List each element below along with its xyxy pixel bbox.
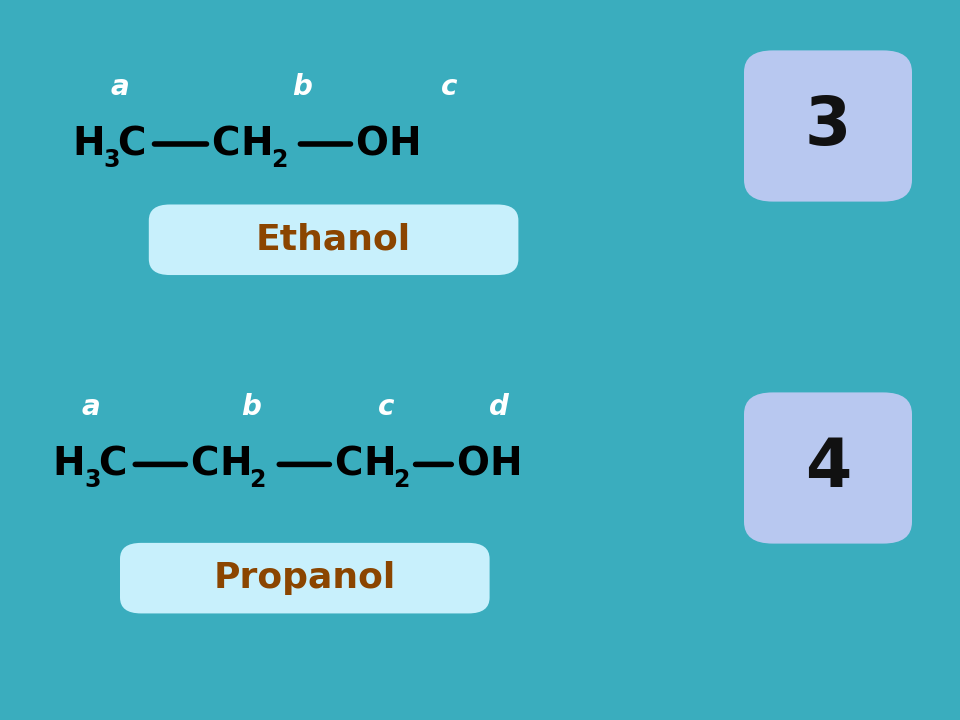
Text: C: C: [334, 446, 363, 483]
Text: 3: 3: [84, 468, 101, 492]
Text: a: a: [82, 393, 101, 421]
Text: Ethanol: Ethanol: [256, 222, 411, 257]
Text: H: H: [490, 446, 522, 483]
Text: 2: 2: [271, 148, 287, 172]
Text: C: C: [211, 125, 240, 163]
FancyBboxPatch shape: [120, 543, 490, 613]
Text: 3: 3: [104, 148, 120, 172]
Text: a: a: [110, 73, 130, 101]
Text: 4: 4: [804, 435, 852, 501]
FancyBboxPatch shape: [149, 204, 518, 275]
Text: 3: 3: [804, 93, 852, 159]
Text: C: C: [117, 125, 146, 163]
Text: 2: 2: [250, 468, 266, 492]
Text: H: H: [72, 125, 105, 163]
Text: d: d: [490, 393, 509, 421]
Text: O: O: [456, 446, 489, 483]
Text: Propanol: Propanol: [214, 561, 396, 595]
Text: H: H: [219, 446, 252, 483]
Text: b: b: [242, 393, 261, 421]
FancyBboxPatch shape: [744, 392, 912, 544]
Text: H: H: [53, 446, 85, 483]
Text: C: C: [190, 446, 219, 483]
Text: O: O: [355, 125, 388, 163]
Text: H: H: [363, 446, 396, 483]
Text: H: H: [240, 125, 273, 163]
Text: c: c: [441, 73, 458, 101]
Text: b: b: [293, 73, 312, 101]
Text: 2: 2: [394, 468, 410, 492]
Text: H: H: [389, 125, 421, 163]
FancyBboxPatch shape: [744, 50, 912, 202]
Text: C: C: [98, 446, 127, 483]
Text: c: c: [377, 393, 395, 421]
